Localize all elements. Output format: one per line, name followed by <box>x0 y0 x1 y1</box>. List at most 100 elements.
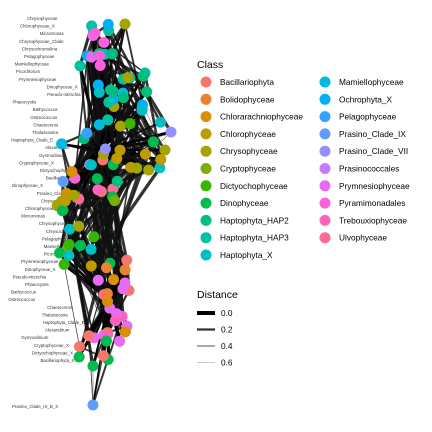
network-node <box>81 128 92 139</box>
node-label: Prymnesiophyceae <box>19 77 57 82</box>
network-node <box>125 118 136 129</box>
legend-label: Prasino_Clade_VII <box>339 146 408 156</box>
node-label: Mamiellophyceae <box>15 62 50 67</box>
node-label: Haptophyta_Clade_E <box>11 138 53 143</box>
network-node <box>94 87 105 98</box>
network-node <box>92 184 103 195</box>
legend-label: Haptophyta_HAP2 <box>220 215 289 225</box>
distance-legend-item: 0.6 <box>197 358 233 368</box>
node-label: Dictyochophyceae_X <box>32 350 73 355</box>
legend-label: Bolidophyceae <box>220 94 275 104</box>
node-label: Picochlorum <box>16 69 40 74</box>
network-node <box>107 48 118 59</box>
legend-swatch <box>320 180 331 191</box>
network-node <box>75 240 86 251</box>
legend-label: 0.4 <box>221 341 233 351</box>
network-node <box>54 247 65 258</box>
network-node <box>86 244 97 255</box>
network-node <box>56 138 67 149</box>
node-label: Pseudo-nitzschia <box>47 92 81 97</box>
node-label: Dinophyceae_X <box>25 267 56 272</box>
node-label: Dinophyceae_X <box>47 84 78 89</box>
network-node <box>155 117 166 128</box>
legend-label: Haptophyta_HAP3 <box>220 233 289 243</box>
class-legend-item: Chrysophyceae <box>201 146 279 157</box>
node-label: Thalassiosira <box>32 130 58 135</box>
legend-label: 0.6 <box>221 358 233 368</box>
network-node <box>140 149 151 160</box>
network-node <box>111 153 122 164</box>
network-node <box>74 341 85 352</box>
node-label: Cryptophyceae_X <box>19 160 54 165</box>
distance-legend-item: 0.4 <box>197 341 233 351</box>
class-legend-item: Prasinococcales <box>320 163 400 174</box>
node-label: Chaetoceros <box>47 305 73 310</box>
node-label: Micromonas <box>21 214 46 219</box>
class-legend-item: Pelagophyceae <box>320 111 397 122</box>
class-legend-item: Pyramimonadales <box>320 198 406 209</box>
network-node <box>141 86 152 97</box>
network-node <box>74 351 85 362</box>
network-node <box>120 326 131 337</box>
node-label: Prasino_Clade_IX_B_X <box>12 404 58 409</box>
node-label: Ostreococcus <box>8 297 36 302</box>
node-label: Haptophyta_Clade_E <box>43 320 85 325</box>
legend-label: Dictyochophyceae <box>220 181 288 191</box>
legend-label: Prasino_Clade_IX <box>339 129 406 139</box>
class-legend-item: Cryptophyceae <box>201 163 277 174</box>
node-label: Prymnesiophyceae <box>21 259 59 264</box>
network-node <box>88 231 99 242</box>
node-label: Bathycoccus <box>33 107 59 112</box>
network-node <box>110 315 121 326</box>
legend-swatch <box>201 198 212 209</box>
distance-legend-title: Distance <box>197 289 238 301</box>
network-node <box>121 255 132 266</box>
legend-label: Trebouxiophyceae <box>339 215 407 225</box>
legend-swatch <box>320 94 331 105</box>
network-node <box>101 336 112 347</box>
legend-swatch <box>201 111 212 122</box>
network-node <box>137 105 148 116</box>
legend-swatch <box>201 163 212 174</box>
node-label: Chaetoceros <box>33 122 59 127</box>
node-label: Chrysochromulina <box>22 46 58 51</box>
class-legend-item: Prymnesiophyceae <box>320 180 410 191</box>
node-label: Pseudo-nitzschia <box>13 274 47 279</box>
node-label: Cryptophyceae_X <box>34 343 69 348</box>
class-legend-title: Class <box>197 59 223 71</box>
node-label: Gymnodinium <box>39 153 66 158</box>
legend-swatch <box>320 146 331 157</box>
legend-label: Pelagophyceae <box>339 112 397 122</box>
network-node <box>59 259 70 270</box>
class-legend-item: Chlorarachniophyceae <box>201 111 304 122</box>
node-label: Micromonas <box>40 31 65 36</box>
node-label: Thalassiosira <box>42 312 68 317</box>
legend-swatch <box>320 128 331 139</box>
network-node <box>94 50 105 61</box>
class-legend-item: Prasino_Clade_IX <box>320 128 407 139</box>
class-legend-item: Dinophyceae <box>201 198 269 209</box>
network-node <box>75 60 86 71</box>
legend-swatch <box>201 94 212 105</box>
node-label: Chrysophyceae_Clade <box>19 39 64 44</box>
legend-swatch <box>201 128 212 139</box>
legend-label: Ochrophyta_X <box>339 94 393 104</box>
network-node <box>103 19 114 30</box>
network-node <box>112 176 123 187</box>
node-label: Chlorophyceae_X <box>20 24 55 29</box>
class-legend-item: Mamiellophyceae <box>320 77 404 88</box>
network-node <box>94 119 105 130</box>
network-node <box>89 28 100 39</box>
legend-label: Chlorarachniophyceae <box>220 112 303 122</box>
legend-swatch <box>320 232 331 243</box>
class-legend-item: Chlorophyceae <box>201 128 277 139</box>
legend-swatch <box>201 180 212 191</box>
legend-label: Prasinococcales <box>339 164 399 174</box>
network-node <box>98 37 109 48</box>
node-label: Gymnodinium <box>21 335 48 340</box>
legend-label: Dinophyceae <box>220 198 269 208</box>
network-node <box>64 239 75 250</box>
network-node <box>118 92 129 103</box>
legend-swatch <box>201 215 212 226</box>
